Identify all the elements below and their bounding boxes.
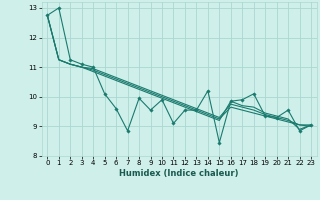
X-axis label: Humidex (Indice chaleur): Humidex (Indice chaleur) xyxy=(119,169,239,178)
